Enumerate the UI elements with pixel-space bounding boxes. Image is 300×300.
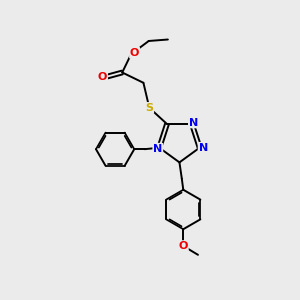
Text: S: S <box>145 103 153 113</box>
Text: N: N <box>153 144 162 154</box>
Text: O: O <box>98 72 107 82</box>
Text: O: O <box>130 48 139 58</box>
Text: N: N <box>189 118 198 128</box>
Text: N: N <box>199 143 208 153</box>
Text: O: O <box>178 241 188 251</box>
